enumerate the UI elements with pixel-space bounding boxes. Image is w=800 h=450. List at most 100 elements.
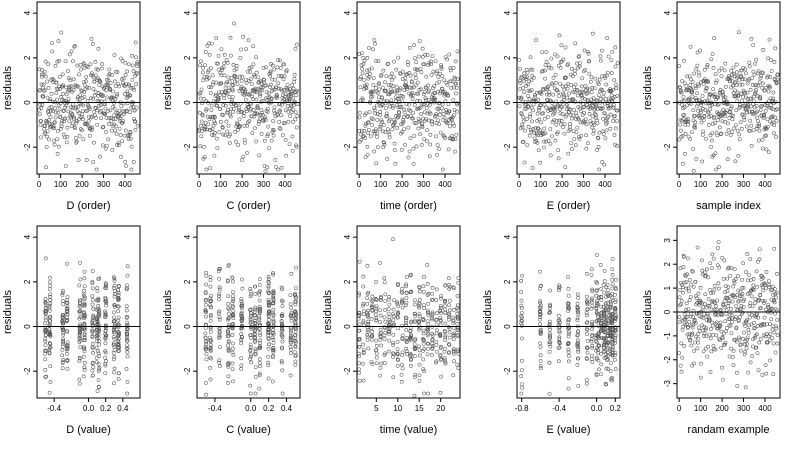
data-point — [280, 133, 285, 137]
data-point — [226, 331, 231, 336]
data-point — [566, 350, 571, 354]
data-point — [585, 49, 590, 54]
data-point — [56, 39, 61, 44]
data-point — [367, 110, 372, 114]
data-point — [293, 302, 298, 307]
data-point — [557, 330, 562, 335]
data-point — [690, 363, 695, 368]
data-point — [47, 303, 52, 308]
data-point — [240, 314, 244, 319]
data-point — [82, 347, 87, 351]
data-point — [65, 135, 70, 139]
data-point — [357, 311, 362, 315]
data-point — [200, 113, 205, 118]
data-point — [295, 42, 299, 47]
data-point — [391, 375, 396, 380]
data-point — [703, 292, 708, 297]
data-point — [772, 60, 777, 64]
data-point — [542, 126, 547, 131]
data-point — [579, 84, 584, 89]
data-point — [447, 326, 452, 331]
data-point — [78, 304, 83, 309]
data-point — [422, 90, 427, 94]
data-point — [278, 127, 283, 131]
data-point — [413, 320, 417, 324]
x-tick-label: 100 — [214, 180, 228, 189]
data-point — [596, 294, 601, 299]
data-point — [48, 298, 53, 302]
data-point — [704, 334, 709, 339]
data-point — [51, 99, 55, 104]
data-point — [379, 72, 384, 77]
data-point — [558, 66, 563, 70]
data-point — [57, 107, 62, 112]
data-point — [443, 298, 447, 303]
data-point — [52, 142, 57, 147]
data-point — [436, 74, 441, 79]
data-point — [455, 316, 460, 321]
data-point — [556, 148, 561, 152]
data-point — [116, 309, 121, 314]
data-point — [38, 88, 42, 93]
data-point — [216, 53, 221, 58]
data-point — [585, 338, 590, 343]
data-point — [758, 96, 763, 101]
data-point — [733, 123, 738, 128]
data-point — [709, 102, 714, 107]
data-point — [282, 62, 286, 67]
data-point — [393, 161, 398, 166]
data-point — [54, 110, 58, 115]
data-point — [59, 30, 64, 35]
data-point — [769, 69, 774, 73]
data-point — [104, 359, 109, 363]
data-point — [275, 65, 280, 70]
data-point — [605, 310, 610, 315]
x-tick-label: 0.4 — [117, 404, 129, 413]
data-point — [280, 304, 285, 309]
data-point — [412, 133, 417, 138]
data-point — [706, 297, 711, 302]
data-point — [82, 90, 87, 94]
data-point — [236, 127, 240, 132]
data-point — [737, 335, 741, 340]
data-point — [442, 78, 446, 83]
data-point — [209, 85, 214, 90]
data-point — [413, 56, 417, 61]
data-point — [112, 113, 117, 118]
data-point — [538, 353, 543, 358]
data-point — [382, 315, 387, 320]
data-point — [771, 90, 776, 95]
data-point — [734, 70, 739, 75]
data-point — [733, 80, 738, 84]
data-point — [602, 336, 607, 341]
data-point — [49, 91, 54, 96]
data-point — [408, 73, 413, 78]
y-tick-label: -2 — [183, 367, 192, 375]
data-point — [425, 293, 430, 297]
data-point — [709, 327, 713, 331]
data-point — [599, 304, 604, 309]
data-point — [691, 118, 696, 123]
data-point — [374, 338, 378, 343]
data-point — [759, 74, 763, 78]
x-axis-label: sample index — [696, 200, 761, 212]
data-point — [65, 125, 70, 130]
data-point — [256, 75, 260, 80]
data-point — [534, 100, 538, 104]
data-point — [271, 324, 276, 328]
data-point — [225, 278, 230, 283]
data-point — [421, 317, 426, 322]
data-point — [712, 92, 717, 96]
data-point — [258, 364, 262, 369]
data-point — [610, 342, 615, 347]
data-point — [584, 381, 589, 386]
data-point — [65, 329, 70, 334]
data-point — [117, 126, 122, 131]
data-point — [271, 348, 275, 352]
data-point — [756, 138, 761, 143]
y-tick-label: 4 — [503, 10, 512, 15]
data-point — [103, 311, 108, 316]
data-point — [104, 115, 109, 120]
data-point — [370, 122, 374, 127]
data-point — [577, 54, 582, 58]
